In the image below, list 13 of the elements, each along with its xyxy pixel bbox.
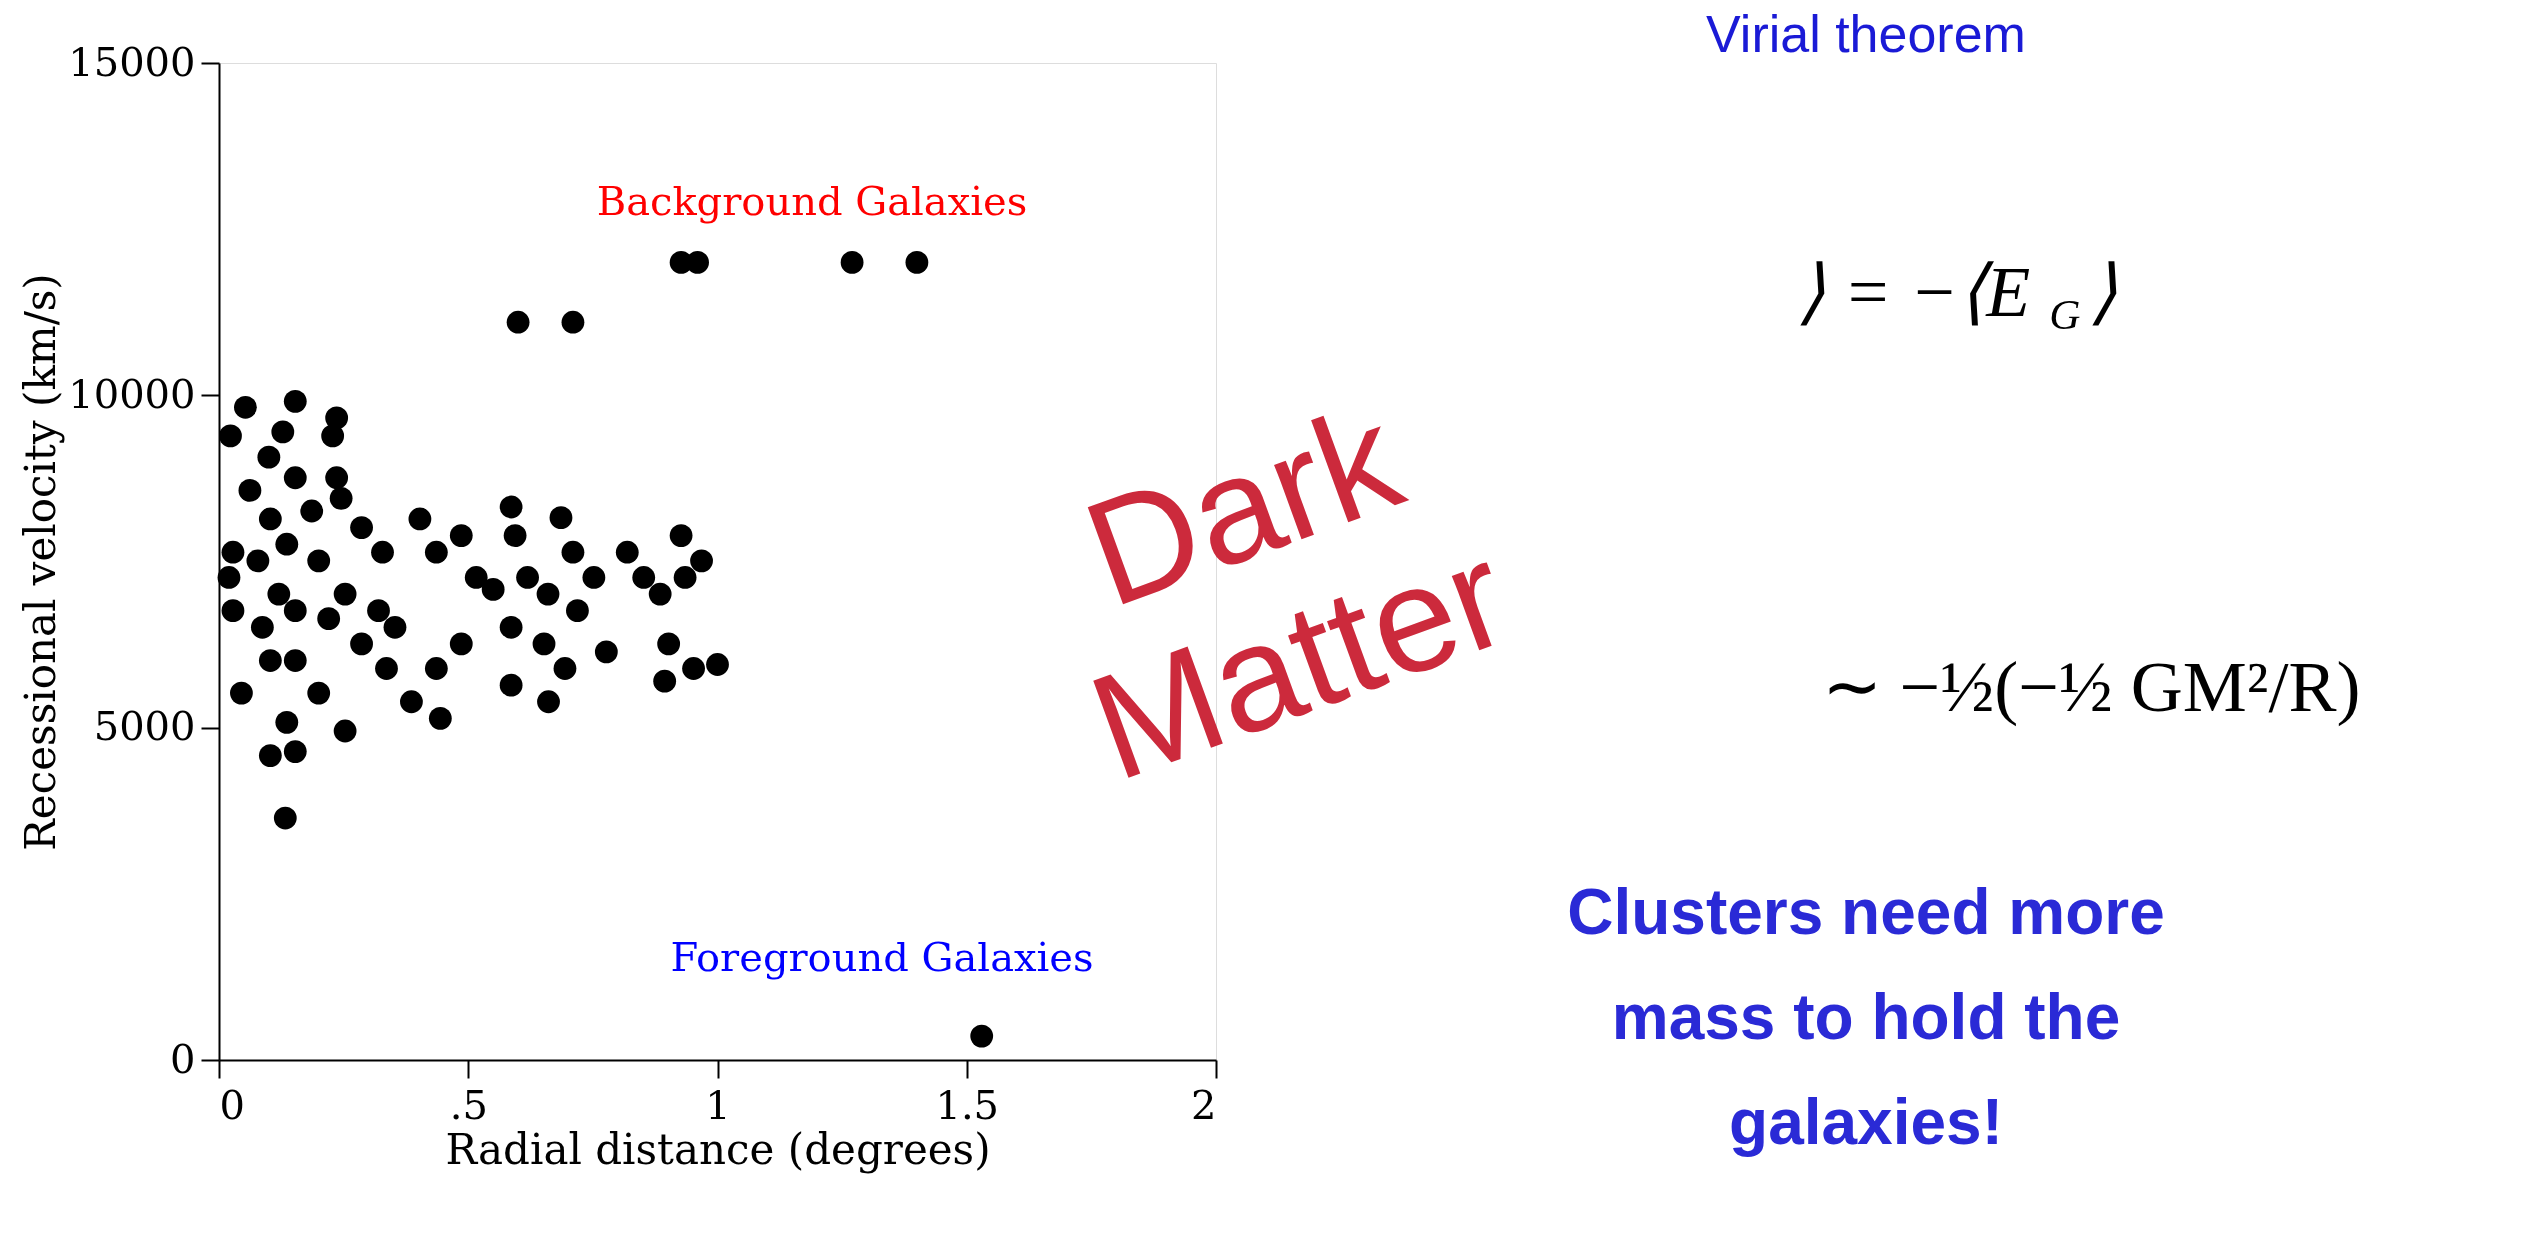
text: Virial theorem xyxy=(1706,5,2026,63)
x-tick-label: 2 xyxy=(1191,1081,1217,1128)
annotation: Foreground Galaxies xyxy=(670,934,1094,980)
y-tick-label: 15000 xyxy=(68,38,196,85)
annotation: Background Galaxies xyxy=(596,178,1028,224)
y-axis-title: Recessional velocity (km/s) xyxy=(16,273,66,851)
text: Clusters need more mass to hold the galaxies! xyxy=(1567,876,2165,1158)
y-tick-label: 5000 xyxy=(93,703,196,750)
y-tick-label: 0 xyxy=(170,1035,196,1082)
x-tick-label: 0 xyxy=(219,1081,245,1128)
text: ∼ −½(−½ GM²/R) xyxy=(1821,647,2361,727)
y-tick-label: 10000 xyxy=(68,370,196,417)
annotation: Dark Matter xyxy=(1065,371,1528,813)
